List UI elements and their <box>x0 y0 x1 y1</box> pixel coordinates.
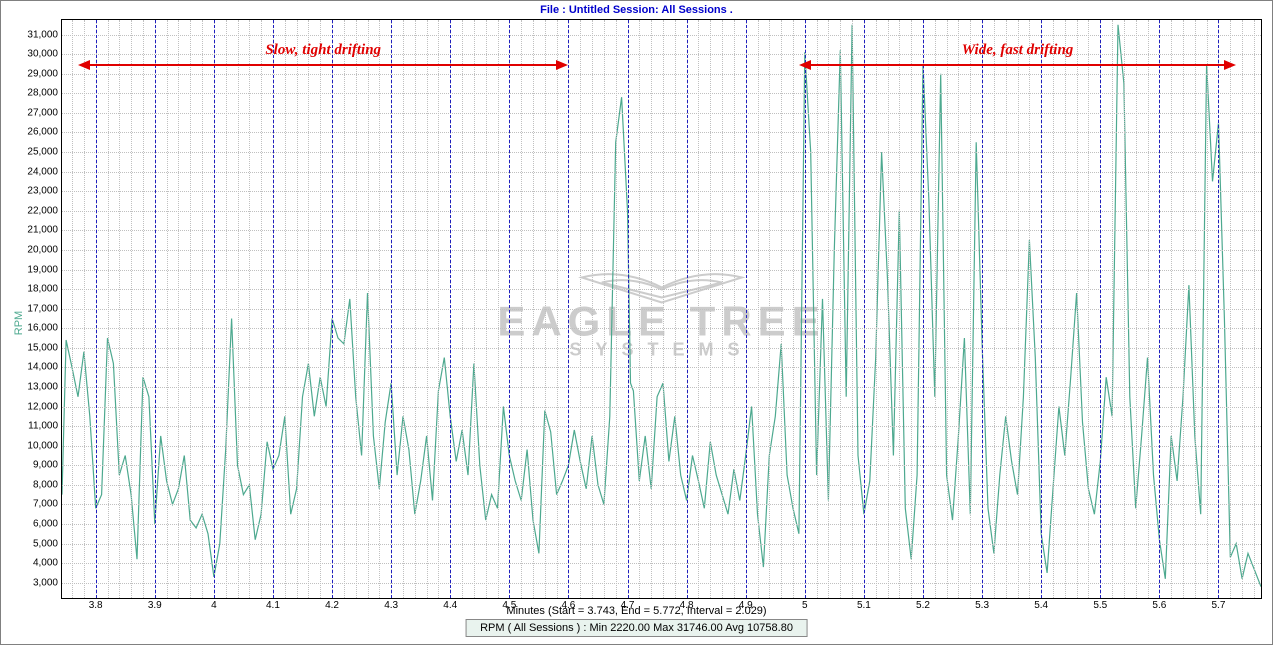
y-tick-label: 11,000 <box>28 421 58 432</box>
file-session-header: File : Untitled Session: All Sessions . <box>1 1 1272 19</box>
y-tick-label: 27,000 <box>27 107 58 118</box>
y-tick-label: 25,000 <box>27 147 58 158</box>
y-tick-label: 23,000 <box>27 186 58 197</box>
x-tick-label: 5.6 <box>1152 600 1166 611</box>
stats-box: RPM ( All Sessions ) : Min 2220.00 Max 3… <box>465 619 808 637</box>
y-tick-label: 28,000 <box>27 88 58 99</box>
x-tick-label: 5.1 <box>857 600 871 611</box>
x-tick-label: 5 <box>802 600 808 611</box>
rpm-chart: EAGLE TREE SYSTEMS 3,0004,0005,0006,0007… <box>61 19 1262 599</box>
y-tick-label: 13,000 <box>27 381 58 392</box>
y-tick-label: 30,000 <box>27 49 58 60</box>
x-tick-label: 3.8 <box>89 600 103 611</box>
y-tick-label: 16,000 <box>27 323 58 334</box>
chart-annotation: Slow, tight drifting <box>265 42 381 59</box>
y-tick-label: 8,000 <box>33 479 58 490</box>
y-tick-label: 4,000 <box>33 558 58 569</box>
y-axis-label: RPM <box>13 310 25 334</box>
x-tick-label: 5.5 <box>1093 600 1107 611</box>
x-tick-label: 3.9 <box>148 600 162 611</box>
y-tick-label: 24,000 <box>27 166 58 177</box>
y-tick-label: 10,000 <box>27 440 58 451</box>
y-tick-label: 19,000 <box>27 264 58 275</box>
x-tick-label: 4 <box>211 600 217 611</box>
y-tick-label: 7,000 <box>33 499 58 510</box>
y-tick-label: 31,000 <box>27 29 58 40</box>
x-tick-label: 4.2 <box>325 600 339 611</box>
x-tick-label: 4.4 <box>443 600 457 611</box>
y-tick-label: 26,000 <box>27 127 58 138</box>
y-tick-label: 15,000 <box>27 342 58 353</box>
x-tick-label: 5.3 <box>975 600 989 611</box>
x-tick-label: 4.1 <box>266 600 280 611</box>
x-tick-label: 4.3 <box>384 600 398 611</box>
y-tick-label: 29,000 <box>27 68 58 79</box>
x-axis-label: Minutes (Start = 3.743, End = 5.772, Int… <box>506 605 766 617</box>
y-tick-label: 3,000 <box>33 577 58 588</box>
x-tick-label: 5.2 <box>916 600 930 611</box>
y-tick-label: 9,000 <box>33 460 58 471</box>
y-tick-label: 17,000 <box>27 303 58 314</box>
y-tick-label: 14,000 <box>27 362 58 373</box>
y-tick-label: 6,000 <box>33 519 58 530</box>
y-tick-label: 18,000 <box>27 284 58 295</box>
y-tick-label: 5,000 <box>33 538 58 549</box>
x-tick-label: 5.4 <box>1034 600 1048 611</box>
y-tick-label: 21,000 <box>27 225 58 236</box>
chart-annotation: Wide, fast drifting <box>962 42 1074 59</box>
y-tick-label: 20,000 <box>27 244 58 255</box>
y-tick-label: 12,000 <box>27 401 58 412</box>
y-tick-label: 22,000 <box>27 205 58 216</box>
x-tick-label: 5.7 <box>1211 600 1225 611</box>
